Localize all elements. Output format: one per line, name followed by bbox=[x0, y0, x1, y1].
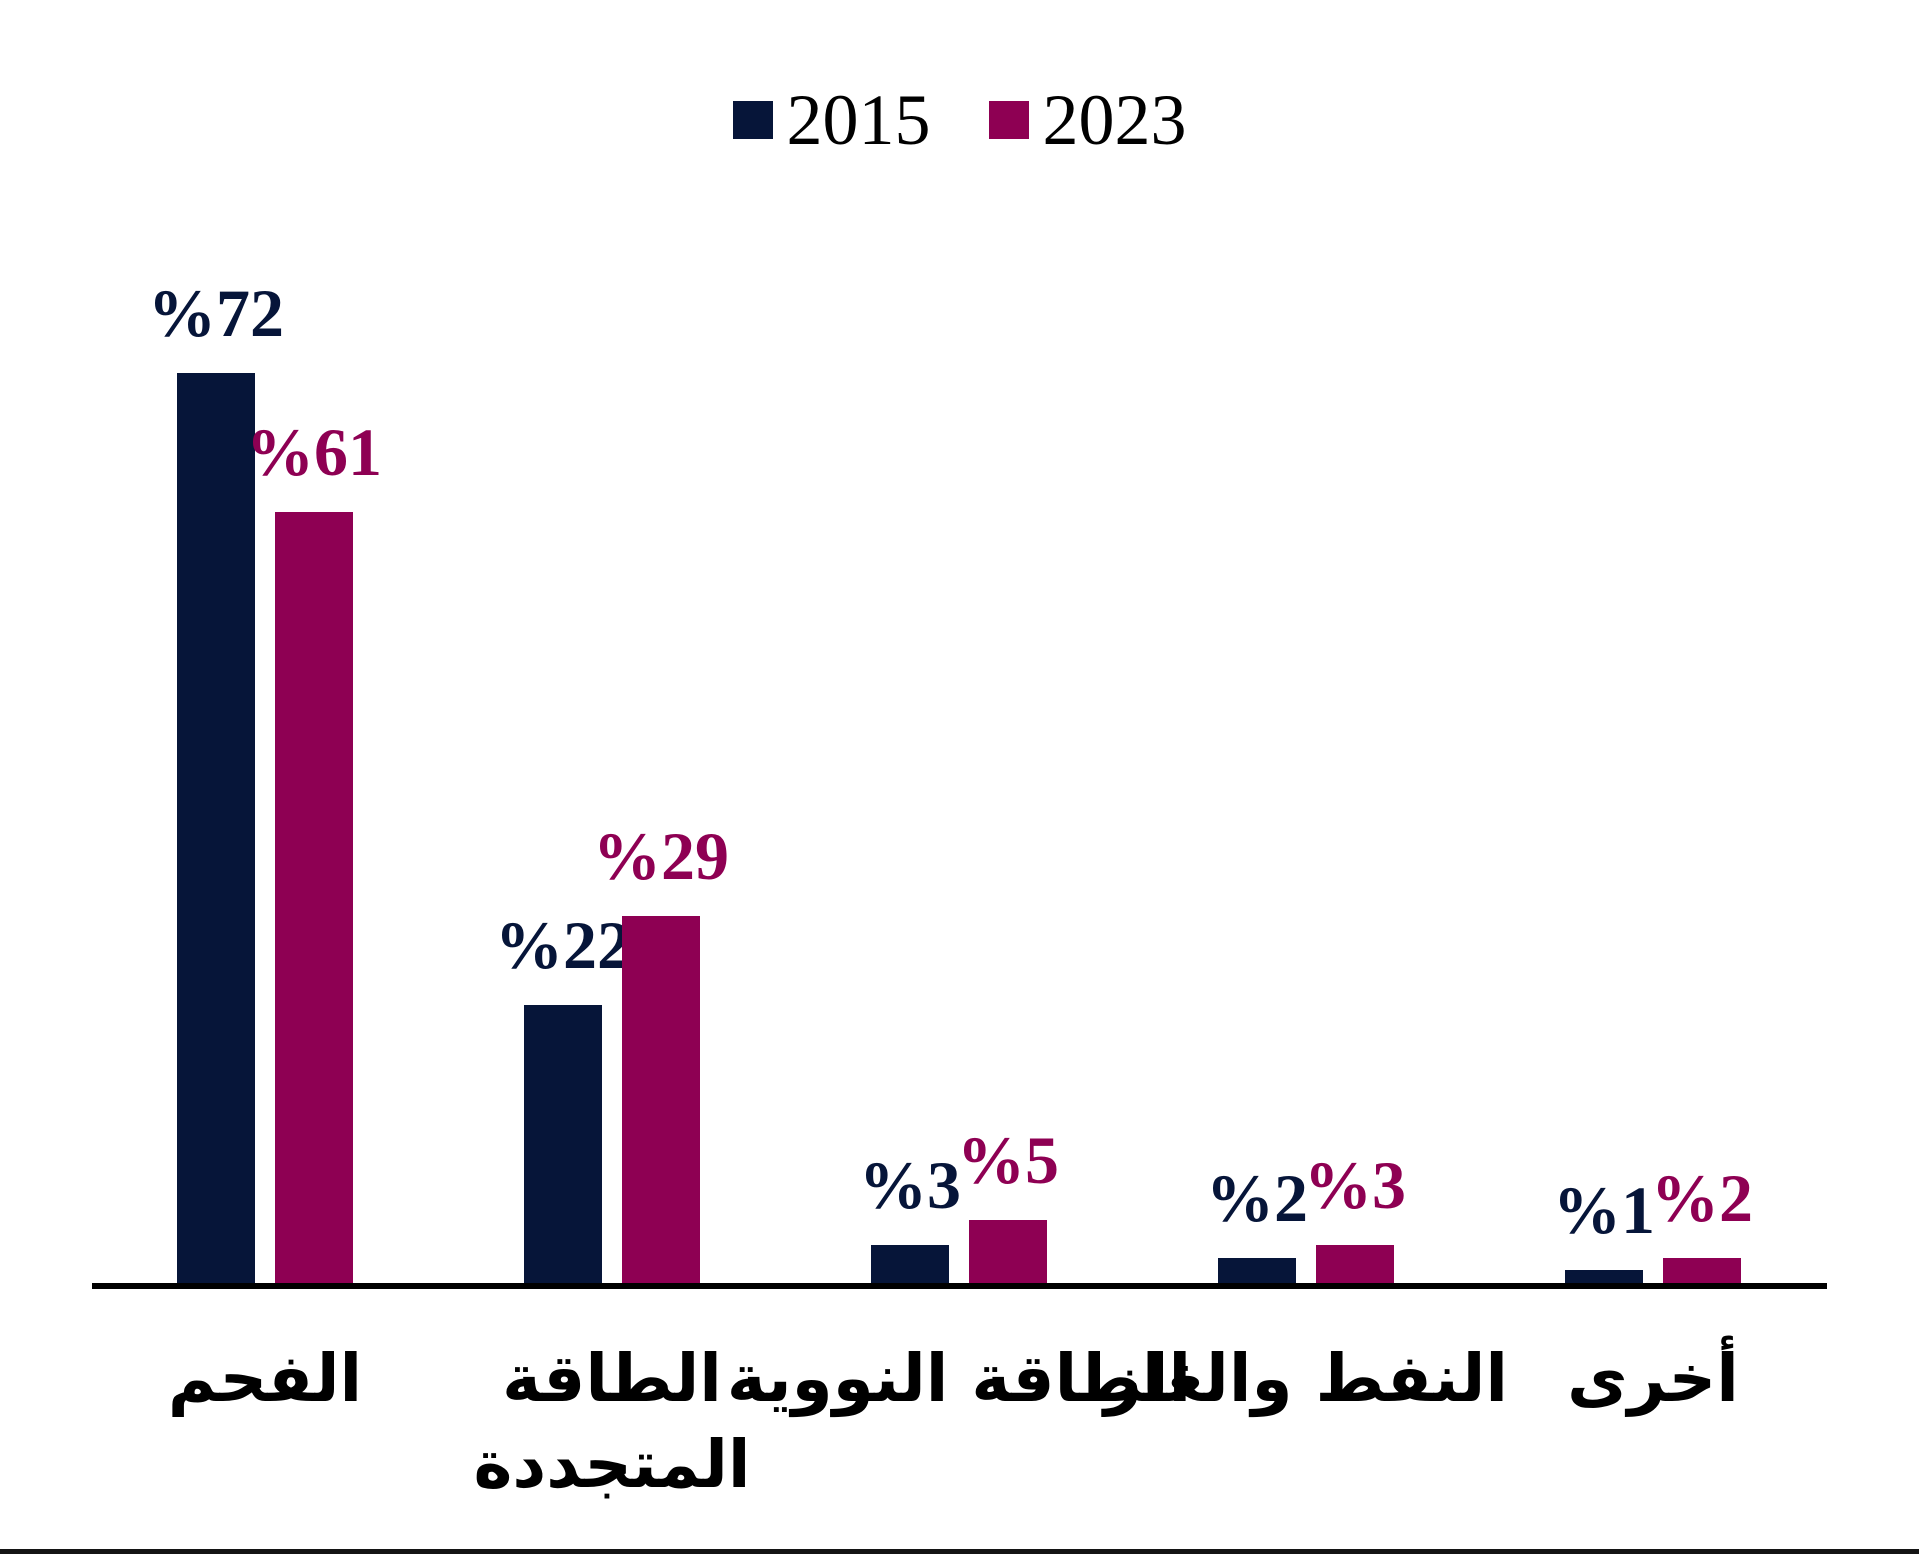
bar-group-4: %1 %2 bbox=[1553, 1164, 1753, 1283]
value-label-2023-cat1: %29 bbox=[593, 818, 729, 894]
legend-swatch-2015-icon bbox=[732, 101, 773, 139]
value-label-2015-cat2: %3 bbox=[859, 1147, 961, 1223]
category-label-3: النفط والغاز bbox=[1104, 1340, 1508, 1417]
chart-legend: 2015 2023 bbox=[732, 80, 1187, 160]
bar-2015-cat4 bbox=[1565, 1270, 1643, 1283]
bar-group-2: %3 %5 bbox=[859, 1126, 1059, 1283]
bar-2015-cat3 bbox=[1218, 1258, 1296, 1283]
bar-2015-cat2 bbox=[871, 1245, 949, 1283]
value-label-2023-cat4: %2 bbox=[1651, 1160, 1753, 1236]
legend-label-2015: 2015 bbox=[786, 80, 931, 160]
category-label-4: أخرى bbox=[1567, 1340, 1739, 1417]
bar-2015-cat0 bbox=[177, 373, 255, 1283]
value-label-2023-cat0: %61 bbox=[246, 414, 382, 490]
value-label-2015-cat0: %72 bbox=[148, 275, 284, 351]
legend-item-2015: 2015 bbox=[732, 80, 931, 160]
value-label-2015-cat4: %1 bbox=[1553, 1172, 1655, 1248]
value-label-2015-cat3: %2 bbox=[1206, 1160, 1308, 1236]
value-label-2023-cat2: %5 bbox=[957, 1122, 1059, 1198]
bar-2023-cat0 bbox=[275, 512, 353, 1283]
bar-2015-cat1 bbox=[524, 1005, 602, 1283]
value-label-2015-cat1: %22 bbox=[495, 907, 631, 983]
x-axis-line bbox=[92, 1283, 1827, 1289]
bar-2023-cat2 bbox=[969, 1220, 1047, 1283]
bar-group-0: %72 %61 bbox=[148, 279, 382, 1283]
bar-2023-cat3 bbox=[1316, 1245, 1394, 1283]
bar-2023-cat1 bbox=[622, 916, 700, 1283]
bar-group-1: %22 %29 bbox=[495, 822, 729, 1283]
bar-group-3: %2 %3 bbox=[1206, 1151, 1406, 1283]
bar-2023-cat4 bbox=[1663, 1258, 1741, 1283]
category-label-2: الطاقة النووية bbox=[726, 1340, 1192, 1417]
legend-item-2023: 2023 bbox=[988, 80, 1187, 160]
legend-swatch-2023-icon bbox=[988, 101, 1029, 139]
legend-label-2023: 2023 bbox=[1042, 80, 1187, 160]
category-label-0: الفحم bbox=[167, 1340, 363, 1417]
category-label-1: الطاقة المتجددة bbox=[473, 1340, 751, 1503]
value-label-2023-cat3: %3 bbox=[1304, 1147, 1406, 1223]
bottom-border-line bbox=[0, 1549, 1919, 1554]
